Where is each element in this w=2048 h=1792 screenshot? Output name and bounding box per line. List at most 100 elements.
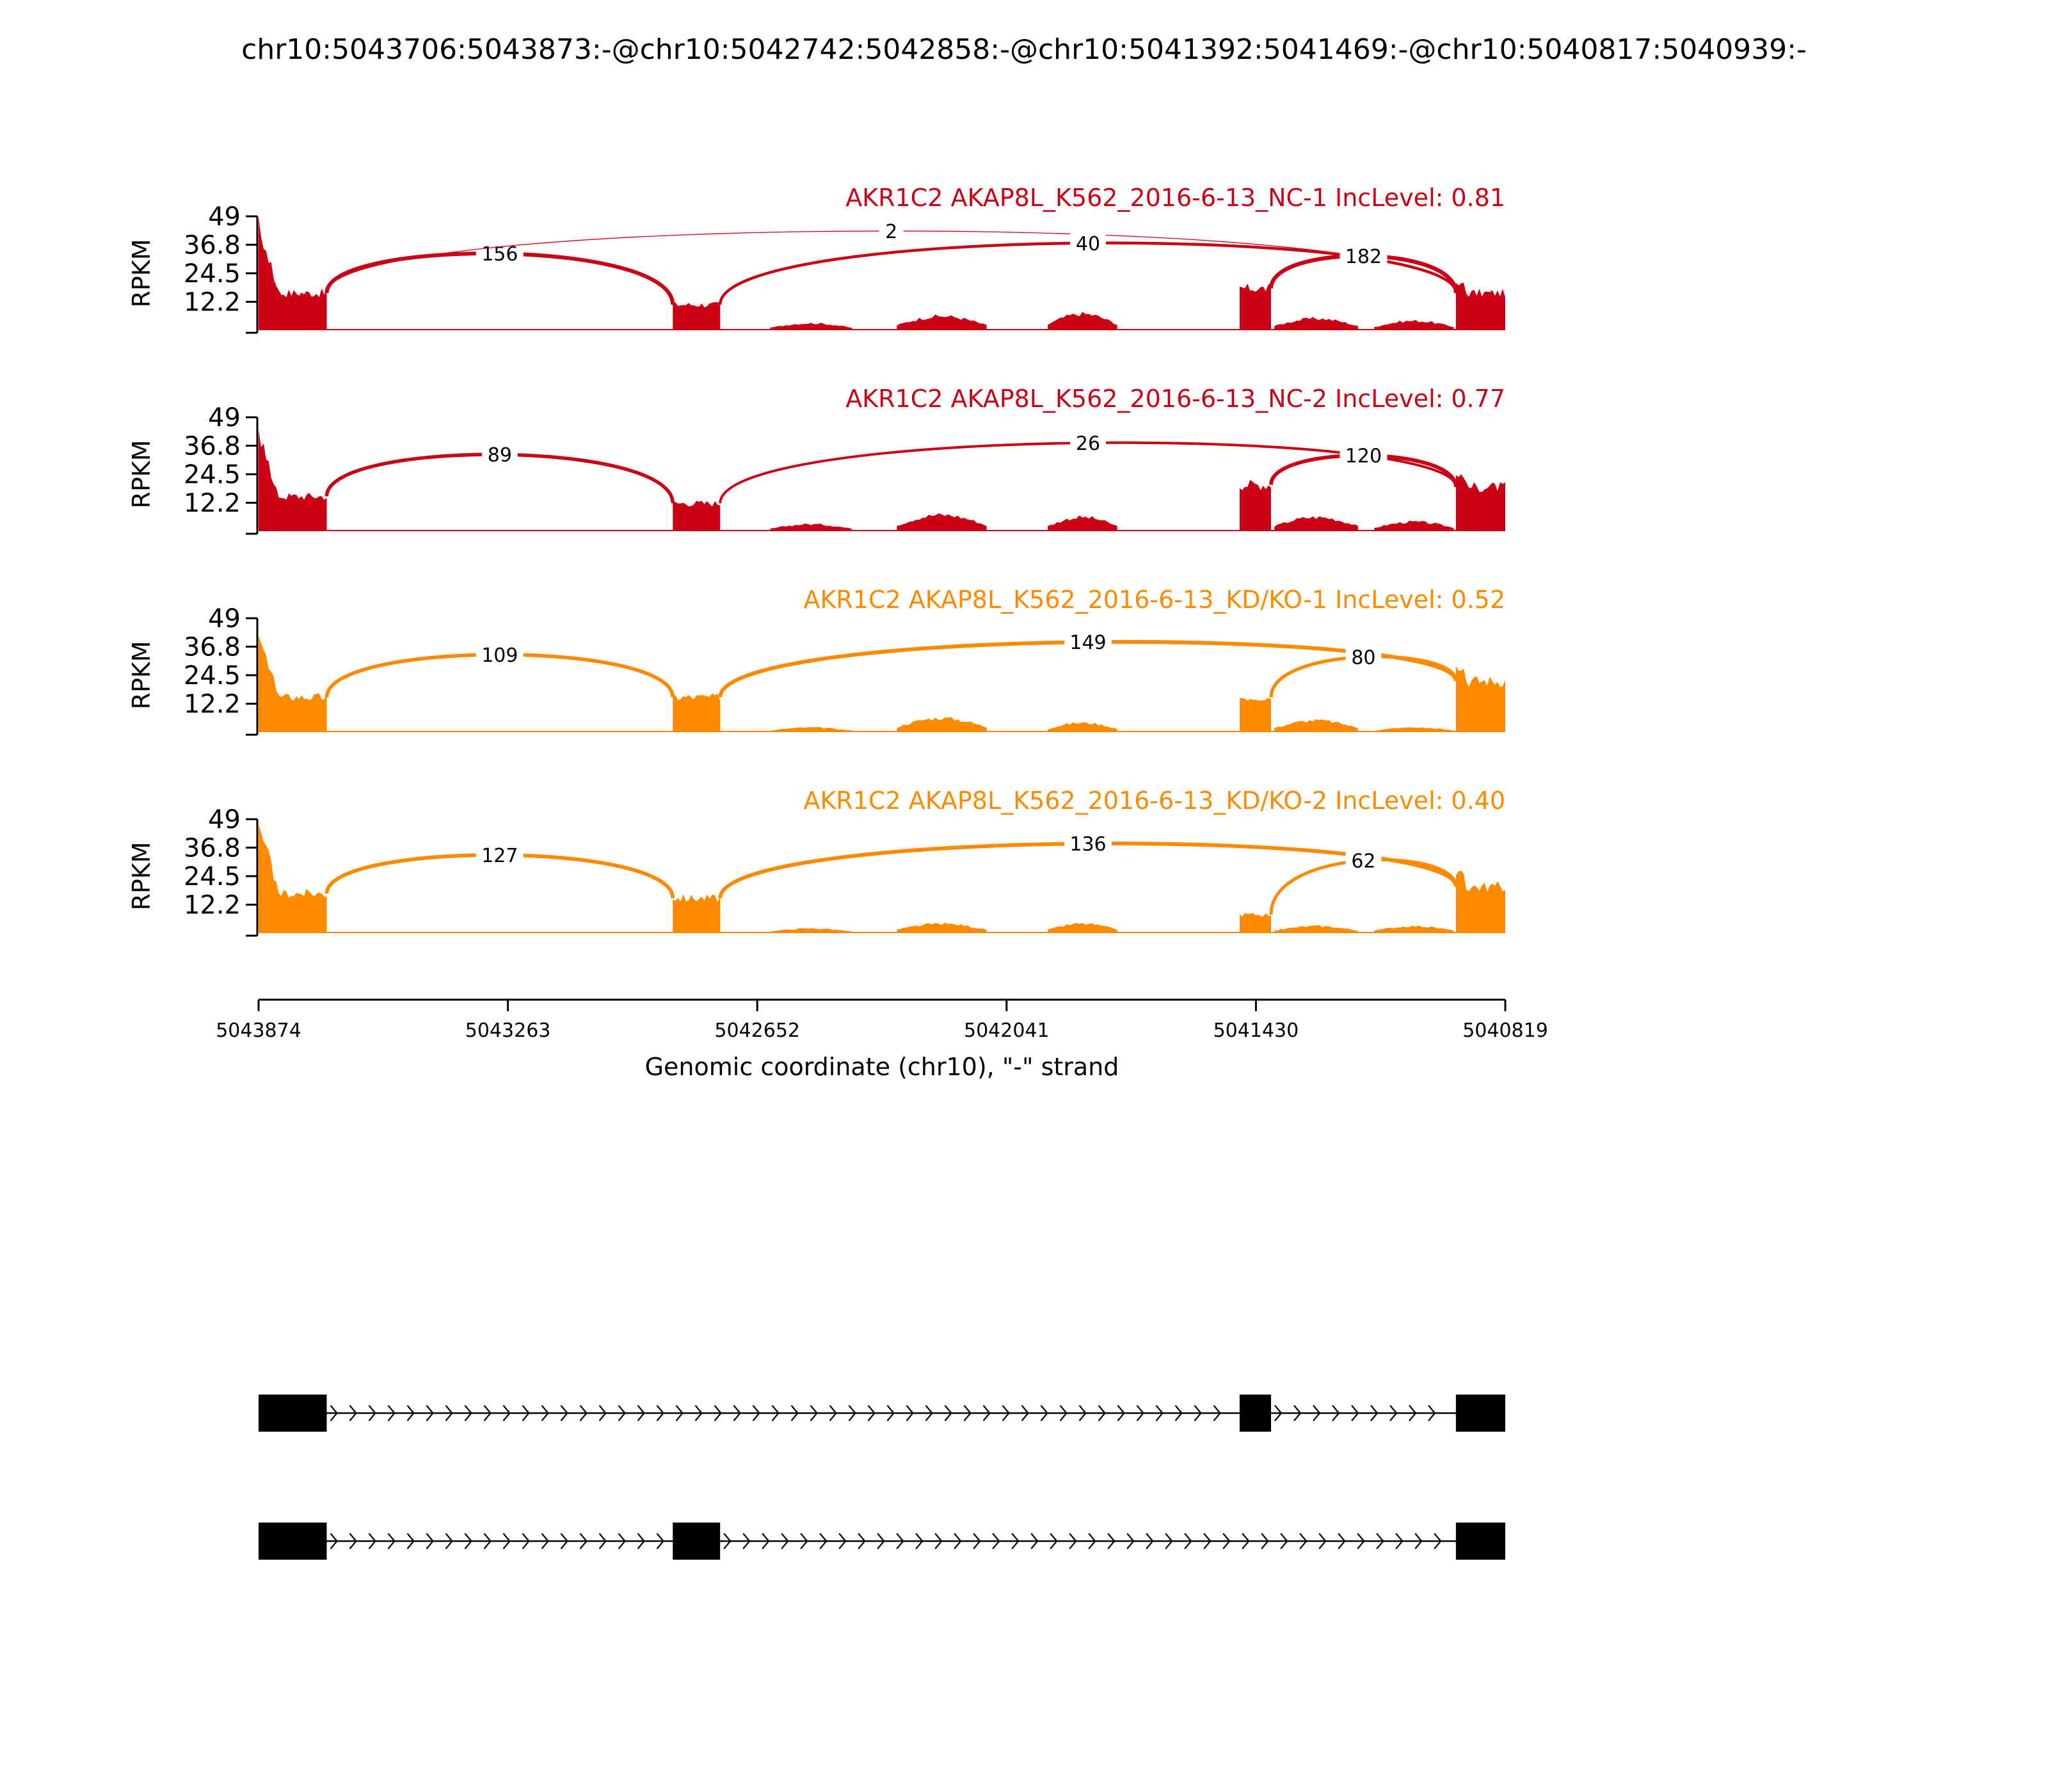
track-label: AKR1C2 AKAP8L_K562_2016-6-13_KD/KO-1 Inc… [803, 586, 1505, 614]
strand-chevron [925, 1405, 933, 1421]
y-tick-label: 12.2 [184, 690, 241, 719]
y-axis: 12.224.536.849 RPKM [127, 805, 259, 937]
junction-count-bg [1345, 846, 1382, 872]
strand-chevron [992, 1533, 1000, 1549]
junction-count: 26 [1076, 433, 1100, 455]
track-3: AKR1C2 AKAP8L_K562_2016-6-13_KD/KO-1 Inc… [127, 586, 1505, 736]
strand-chevron [445, 1533, 453, 1549]
track-2: AKR1C2 AKAP8L_K562_2016-6-13_NC-2 IncLev… [127, 385, 1505, 535]
strand-chevron [790, 1405, 799, 1421]
x-tick-label: 5042041 [964, 1020, 1050, 1042]
strand-chevron [445, 1405, 453, 1421]
intron-coverage [1274, 516, 1358, 531]
strand-chevron [637, 1405, 645, 1421]
isoform-1 [259, 1395, 1505, 1432]
strand-chevron [1409, 1405, 1417, 1421]
junction-count: 80 [1351, 646, 1375, 669]
intron-coverage [1048, 722, 1117, 732]
intron-coverage [1048, 312, 1117, 330]
strand-chevron [675, 1405, 684, 1421]
intron-coverage [897, 513, 987, 531]
junction-count: 136 [1069, 833, 1106, 856]
intron-coverage [1048, 923, 1117, 933]
strand-chevron [694, 1405, 703, 1421]
strand-chevron [1280, 1533, 1288, 1549]
strand-chevron [1030, 1533, 1039, 1549]
strand-chevron [426, 1533, 434, 1549]
strand-chevron [1370, 1405, 1379, 1421]
strand-chevron [1069, 1533, 1077, 1549]
intron-coverage [1048, 515, 1117, 531]
strand-chevron [1078, 1405, 1087, 1421]
exon-coverage [1239, 284, 1271, 330]
strand-chevron [819, 1533, 828, 1549]
y-axis-label: RPKM [127, 239, 156, 307]
exon-coverage [1455, 474, 1505, 531]
strand-chevron [330, 1533, 338, 1549]
strand-chevron [915, 1533, 924, 1549]
strand-chevron [762, 1533, 770, 1549]
intron-coverage [1374, 727, 1454, 732]
strand-chevron [742, 1533, 751, 1549]
strand-chevron [1136, 1405, 1144, 1421]
junctions: 109 149 80 [324, 628, 1458, 698]
strand-chevron [1332, 1405, 1340, 1421]
exon-box [259, 1523, 327, 1560]
exon-coverage [673, 500, 721, 531]
strand-chevron [426, 1405, 434, 1421]
strand-chevron [973, 1533, 981, 1549]
junction-count: 182 [1345, 246, 1382, 268]
x-tick-label: 5042652 [714, 1020, 800, 1042]
exon-coverage [1455, 870, 1505, 933]
strand-chevron [1395, 1533, 1404, 1549]
exon-box [259, 1395, 327, 1432]
y-axis: 12.224.536.849 RPKM [127, 604, 259, 736]
strand-chevron [1059, 1405, 1068, 1421]
junction-count: 127 [481, 845, 518, 867]
intron-coverage [1274, 719, 1358, 732]
y-tick-label: 24.5 [184, 259, 241, 289]
strand-chevron [579, 1533, 588, 1549]
y-tick-label: 36.8 [184, 833, 241, 863]
strand-chevron [838, 1533, 847, 1549]
junction-count-bg [476, 840, 524, 867]
strand-chevron [1117, 1405, 1125, 1421]
y-tick-label: 49 [208, 805, 241, 835]
strand-chevron [560, 1405, 568, 1421]
junction-count-bg [1064, 829, 1112, 856]
strand-chevron [1184, 1533, 1192, 1549]
strand-chevron [829, 1405, 837, 1421]
strand-chevron [723, 1533, 732, 1549]
junction-count-bg [1070, 428, 1107, 454]
y-tick-label: 12.2 [184, 288, 241, 317]
strand-chevron [810, 1405, 818, 1421]
strand-chevron [349, 1533, 357, 1549]
strand-chevron [522, 1533, 530, 1549]
strand-chevron [858, 1533, 866, 1549]
strand-chevron [1222, 1533, 1231, 1549]
strand-chevron [637, 1533, 645, 1549]
exon-coverage [259, 429, 327, 531]
coverage-baseline [259, 329, 1505, 330]
strand-chevron [330, 1405, 338, 1421]
exon-coverage [673, 693, 721, 732]
coverage [259, 636, 1505, 732]
strand-chevron [714, 1405, 722, 1421]
strand-chevron [1293, 1405, 1302, 1421]
strand-chevron [963, 1405, 972, 1421]
junction-count-bg [1345, 643, 1382, 669]
strand-chevron [387, 1405, 396, 1421]
junction-count-bg [481, 440, 518, 467]
coverage-baseline [259, 530, 1505, 531]
strand-chevron [1434, 1533, 1442, 1549]
strand-chevron [1242, 1533, 1250, 1549]
strand-chevron [982, 1405, 991, 1421]
coverage-baseline [259, 731, 1505, 732]
y-axis-label: RPKM [127, 440, 156, 508]
strand-chevron [848, 1405, 856, 1421]
intron-coverage [897, 314, 987, 330]
x-axis-label: Genomic coordinate (chr10), "-" strand [645, 1053, 1119, 1081]
strand-chevron [1261, 1533, 1269, 1549]
